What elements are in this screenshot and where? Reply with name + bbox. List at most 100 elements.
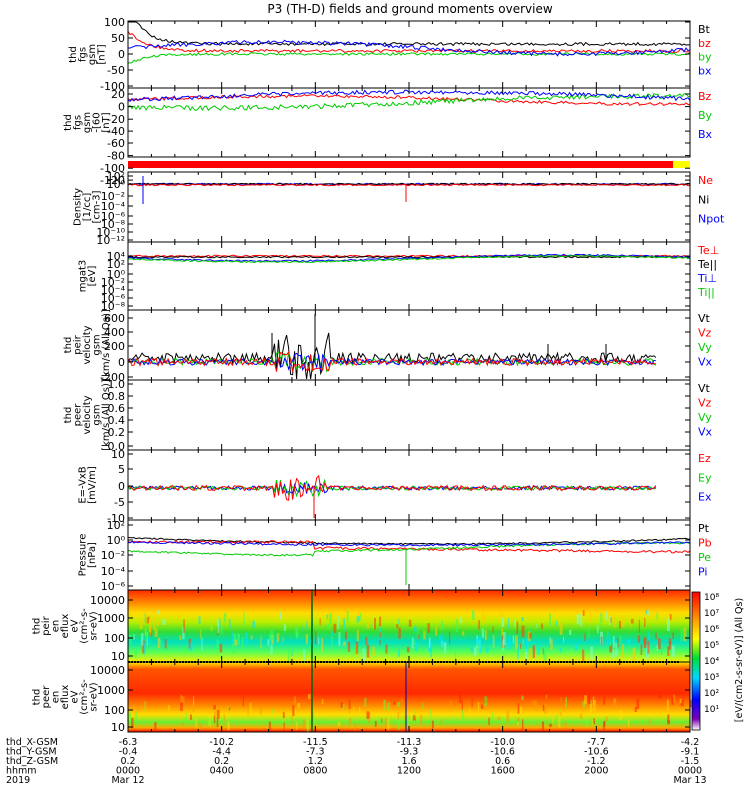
spectrogram-texture — [423, 630, 426, 640]
spectrogram-texture — [398, 649, 400, 657]
spectrogram-texture — [667, 720, 671, 725]
y-tick-label: 10⁻⁴ — [101, 565, 126, 578]
spectrogram-texture — [387, 702, 390, 712]
data-traces — [127, 21, 691, 585]
spectrogram-texture — [610, 617, 612, 623]
spectrogram-texture — [680, 699, 684, 707]
spectrogram-texture — [419, 714, 423, 725]
colorbar-label: [eV/(cm2-s-sr-eV)] (All Qs) — [734, 598, 745, 722]
spectrogram-texture — [569, 629, 572, 635]
x-tick-label: -11.5 — [303, 737, 328, 748]
spectrogram-texture — [348, 700, 351, 709]
y-tick-label: 10² — [107, 258, 125, 271]
legend-bx: Bx — [698, 128, 713, 141]
y-tick-label: 20 — [111, 88, 125, 101]
panels — [128, 161, 692, 732]
spectrogram-texture — [671, 697, 674, 705]
colorbar-tick-label: 10⁷ — [704, 609, 719, 619]
y-axis-label: sr-eV) — [89, 682, 100, 711]
y-tick-label: 10⁻⁸ — [101, 300, 126, 313]
spectrogram-texture — [488, 717, 490, 726]
spectrogram-texture — [411, 637, 414, 649]
spectrogram-texture — [582, 610, 585, 616]
spectrogram-texture — [555, 621, 558, 626]
spectrogram-texture — [147, 636, 150, 642]
spectrogram-texture — [640, 644, 643, 656]
spectrogram-texture — [381, 718, 383, 723]
spectrogram-texture — [299, 717, 301, 725]
bz-zoom-trace — [127, 93, 691, 107]
y-axis-label: thd — [63, 407, 74, 424]
y-tick-label: 0.6 — [108, 402, 126, 415]
legend-ey: Ey — [698, 471, 712, 484]
legend-vy: Vy — [698, 341, 712, 354]
spectrogram-texture — [415, 642, 418, 652]
spectrogram-texture — [559, 708, 561, 714]
spectrogram-texture — [459, 694, 462, 704]
y-tick-label: 0 — [118, 48, 125, 61]
panel-frame-fgs_gsm_zoom — [127, 87, 691, 158]
spectrogram-texture — [216, 709, 220, 719]
spectrogram-texture — [579, 713, 583, 719]
spectrogram-texture — [408, 619, 412, 627]
spectrogram-texture — [612, 636, 615, 648]
spectrogram-texture — [221, 626, 223, 635]
spectrogram-texture — [306, 621, 309, 630]
y-axis-label: eflux — [60, 614, 71, 639]
spectrogram-texture — [655, 632, 657, 640]
spectrogram-texture — [128, 634, 132, 644]
spectrogram-texture — [291, 715, 293, 723]
spectrogram-texture — [537, 645, 540, 655]
y-tick-label: 10⁻⁶ — [101, 210, 126, 223]
y-axis-label: en — [51, 620, 62, 633]
spectrogram-texture — [673, 616, 676, 622]
spectrogram-texture — [213, 705, 216, 710]
y-tick-label: 10⁻⁴ — [101, 200, 126, 213]
x-tick-label: -9.3 — [400, 747, 419, 758]
y-tick-label: 10⁻⁸ — [101, 218, 126, 231]
date-start-label: Mar 12 — [111, 775, 144, 786]
spectrogram-texture — [366, 711, 370, 719]
spectrogram-texture — [398, 619, 400, 625]
y-axis-label: [1/cc] — [82, 193, 93, 222]
spectrogram-texture — [302, 719, 306, 730]
x-row-label: hhmm — [6, 766, 37, 777]
spectrogram-texture — [461, 709, 465, 720]
spectrogram-texture — [580, 614, 583, 627]
y-tick-label: 5 — [118, 463, 125, 476]
y-tick-label: 10 — [111, 448, 125, 461]
y-tick-label: 50 — [111, 32, 125, 45]
spectrogram-texture — [605, 716, 608, 722]
spectrogram-texture — [182, 722, 184, 726]
panel-frame-peer_velocity — [127, 379, 691, 451]
spectrogram-texture — [603, 696, 606, 705]
spectrogram-texture — [134, 649, 137, 659]
y-tick-label: 10⁻⁴ — [101, 284, 126, 297]
spectrogram-texture — [227, 721, 230, 731]
spectrogram-texture — [631, 618, 634, 624]
legend-vx: Vx — [698, 426, 713, 439]
y-axis-label: [nT] — [96, 44, 107, 64]
spectrogram-texture — [356, 616, 360, 623]
spectrogram-texture — [658, 638, 661, 650]
spectrogram-texture — [260, 636, 262, 649]
spectrogram-texture — [514, 635, 518, 649]
y-tick-label: 0 — [118, 356, 125, 369]
spectrogram-texture — [661, 648, 663, 655]
y-tick-label: 0.2 — [108, 426, 126, 439]
spectrogram-texture — [343, 618, 346, 631]
spectrogram-texture — [406, 646, 410, 653]
spectrogram-texture — [470, 644, 473, 653]
spectrogram-texture — [430, 645, 432, 658]
ti-perp-trace — [127, 253, 691, 263]
legend-by: by — [698, 51, 712, 64]
spectrogram-texture — [543, 647, 547, 661]
spectrogram-texture — [454, 648, 456, 660]
spectrogram-texture — [485, 646, 489, 653]
spectrogram-texture — [279, 611, 282, 620]
y-axis-label: -[60 — [92, 112, 103, 132]
y-axis-label: thd — [32, 618, 43, 635]
spectrogram-texture — [429, 709, 432, 718]
y-tick-label: 10⁻² — [101, 190, 125, 203]
spectrogram-texture — [536, 623, 538, 629]
